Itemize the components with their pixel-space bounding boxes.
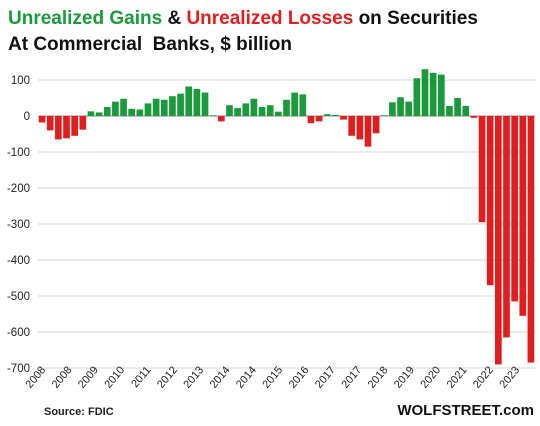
y-tick-label: 100 (11, 75, 30, 87)
gain-bar (95, 112, 103, 116)
gain-bar (128, 108, 136, 116)
loss-bar (315, 116, 323, 122)
gain-bar (136, 109, 144, 116)
gain-bar (120, 98, 127, 116)
gain-bar (413, 78, 421, 116)
loss-bar (38, 116, 46, 123)
loss-bar (356, 116, 364, 140)
gain-bar (234, 108, 241, 116)
gain-bar (454, 98, 461, 116)
gain-bar (209, 115, 217, 116)
gain-bar (429, 72, 437, 116)
gain-bar (380, 115, 388, 116)
gain-bar (226, 105, 233, 116)
gain-bar (332, 114, 339, 116)
loss-bar (494, 116, 502, 365)
title-ampersand: & (162, 8, 187, 29)
loss-bar (79, 116, 87, 130)
loss-bar (527, 116, 535, 363)
loss-bar (348, 116, 356, 136)
gain-bar (201, 92, 209, 116)
gain-bar (299, 94, 307, 116)
gain-bar (437, 74, 445, 116)
gain-bar (389, 102, 396, 116)
brand-label: WOLFSTREET.com (397, 402, 534, 419)
y-tick-label: -700 (7, 363, 30, 375)
title-losses: Unrealized Losses (186, 8, 354, 29)
gain-bar (258, 107, 266, 116)
chart-subtitle: At Commercial Banks, $ billion (8, 34, 293, 55)
gain-bar (283, 99, 290, 116)
gain-bar (242, 103, 250, 116)
gain-bar (193, 89, 201, 116)
loss-bar (511, 116, 518, 302)
loss-bar (364, 116, 372, 147)
gain-bar (275, 111, 282, 116)
gain-bar (462, 105, 470, 116)
y-tick-label: -600 (7, 327, 30, 339)
loss-bar (55, 116, 62, 140)
loss-bar (486, 116, 494, 286)
gain-bar (266, 105, 274, 116)
gain-bar (405, 101, 413, 116)
gain-bar (152, 98, 160, 116)
loss-bar (217, 116, 225, 122)
chart-title: Unrealized Gains & Unrealized Losses on … (8, 6, 478, 58)
loss-bar (46, 116, 54, 131)
gain-bar (185, 86, 193, 116)
gain-bar (446, 105, 453, 116)
loss-bar (478, 116, 486, 223)
gain-bar (112, 101, 119, 116)
loss-bar (503, 116, 510, 338)
gain-bar (144, 103, 152, 116)
gain-bar (397, 97, 404, 116)
title-line: Unrealized Gains & Unrealized Losses on … (8, 6, 478, 32)
gain-bar (323, 114, 331, 116)
gain-bar (103, 107, 111, 116)
loss-bar (71, 116, 79, 136)
y-tick-label: -100 (7, 147, 30, 159)
y-tick-label: 0 (24, 111, 30, 123)
y-tick-label: -400 (7, 255, 30, 267)
gain-bar (177, 93, 184, 116)
loss-bar (372, 116, 380, 134)
loss-bar (519, 116, 527, 316)
loss-bar (307, 116, 315, 124)
title-gains: Unrealized Gains (8, 8, 163, 29)
gain-bar (169, 96, 176, 116)
source-label: Source: FDIC (44, 406, 114, 418)
gain-bar (87, 111, 95, 116)
title-securities: on Securities (353, 8, 478, 29)
gain-bar (291, 92, 298, 116)
gain-bar (421, 69, 429, 116)
gain-bar (160, 99, 168, 116)
y-tick-label: -500 (7, 291, 30, 303)
y-tick-label: -300 (7, 219, 30, 231)
loss-bar (340, 116, 347, 120)
loss-bar (63, 116, 70, 139)
loss-bar (470, 116, 478, 118)
gain-bar (250, 98, 258, 116)
y-tick-label: -200 (7, 183, 30, 195)
